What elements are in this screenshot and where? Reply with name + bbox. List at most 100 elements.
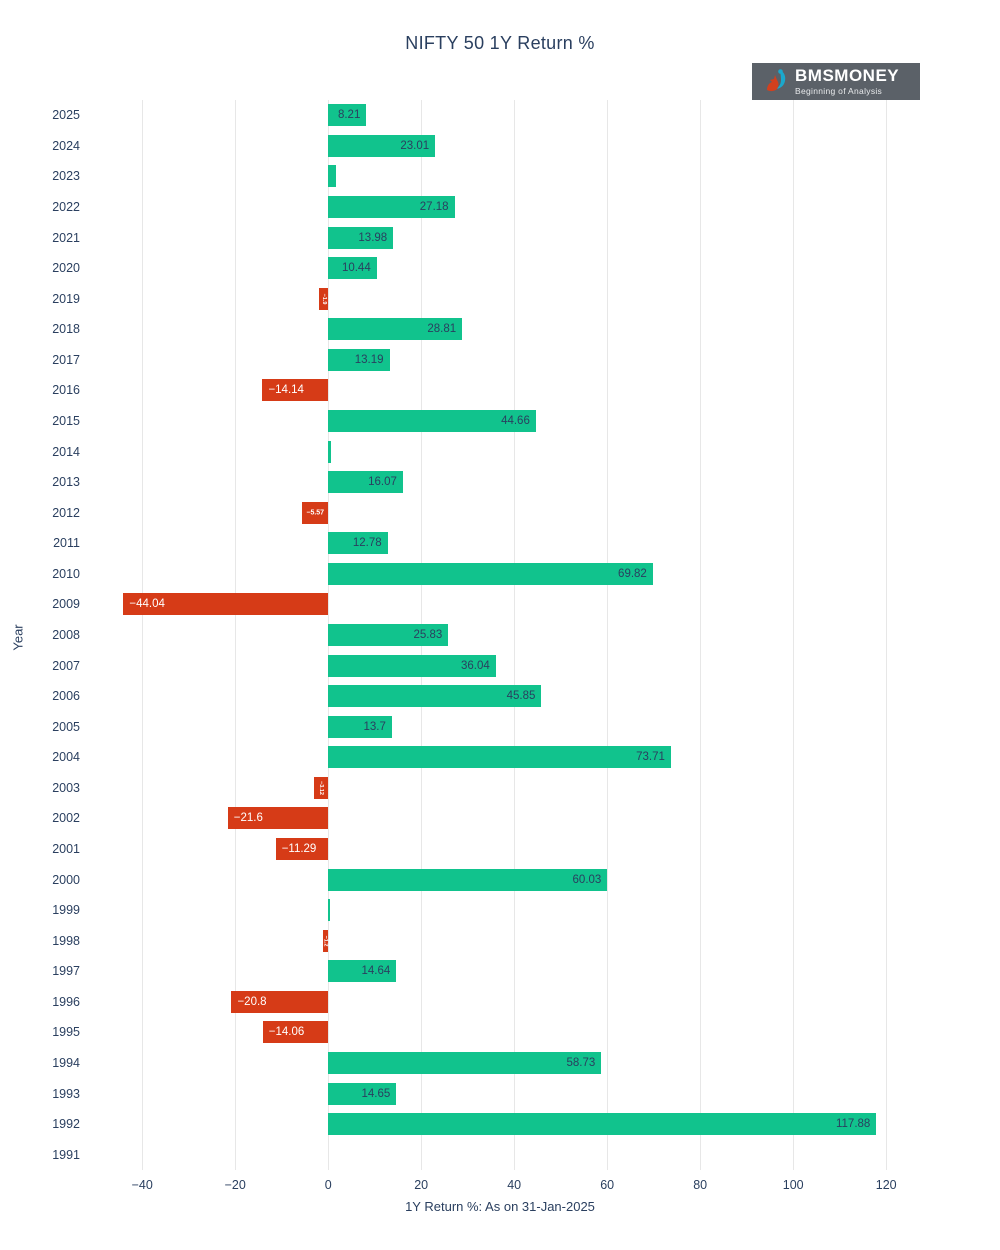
bar-1998[interactable]: −1.2 bbox=[322, 929, 328, 952]
bar-value-label-2005: 13.7 bbox=[363, 720, 386, 733]
chart-row-2020: 10.44 bbox=[85, 253, 935, 284]
chart-row-2017: 13.19 bbox=[85, 345, 935, 376]
ytick-1997: 1997 bbox=[52, 964, 80, 979]
ytick-2009: 2009 bbox=[52, 597, 80, 612]
xtick--40: −40 bbox=[131, 1178, 153, 1192]
chart-row-2008: 25.83 bbox=[85, 620, 935, 651]
xtick-0: 0 bbox=[324, 1178, 332, 1192]
chart-row-2003: −3.12 bbox=[85, 773, 935, 804]
xtick-100: 100 bbox=[782, 1178, 804, 1192]
ytick-2025: 2025 bbox=[52, 108, 80, 123]
ytick-2004: 2004 bbox=[52, 750, 80, 765]
chart-row-1995: −14.06 bbox=[85, 1017, 935, 1048]
bar-1994[interactable]: 58.73 bbox=[328, 1051, 602, 1074]
bar-1999[interactable] bbox=[328, 899, 330, 922]
ytick-2023: 2023 bbox=[52, 169, 80, 184]
ytick-2003: 2003 bbox=[52, 780, 80, 795]
ytick-1991: 1991 bbox=[52, 1147, 80, 1162]
bar-2009[interactable]: −44.04 bbox=[123, 593, 329, 616]
gridline-40 bbox=[514, 100, 516, 1170]
chart-row-2025: 8.21 bbox=[85, 100, 935, 131]
x-axis-title: 1Y Return %: As on 31-Jan-2025 bbox=[405, 1199, 595, 1214]
bar-value-label-2015: 44.66 bbox=[501, 414, 530, 427]
bar-value-label-2018: 28.81 bbox=[427, 323, 457, 336]
bar-value-label-2006: 45.85 bbox=[506, 690, 536, 703]
bar-value-label-2019: −1.9 bbox=[320, 293, 327, 305]
ytick-2008: 2008 bbox=[52, 628, 80, 642]
bar-2004[interactable]: 73.71 bbox=[328, 746, 671, 769]
gridline--20 bbox=[235, 100, 237, 1170]
ytick-2005: 2005 bbox=[52, 719, 80, 734]
xtick-20: 20 bbox=[414, 1178, 429, 1192]
bar-value-label-2021: 13.98 bbox=[358, 231, 388, 244]
bar-2019[interactable]: −1.9 bbox=[319, 287, 329, 310]
bar-2000[interactable]: 60.03 bbox=[328, 868, 608, 891]
bar-1992[interactable]: 117.88 bbox=[328, 1113, 877, 1136]
bar-1993[interactable]: 14.65 bbox=[328, 1082, 397, 1105]
bar-2017[interactable]: 13.19 bbox=[328, 348, 390, 371]
bar-1995[interactable]: −14.06 bbox=[262, 1021, 329, 1044]
bar-2007[interactable]: 36.04 bbox=[328, 654, 496, 677]
bar-2021[interactable]: 13.98 bbox=[328, 226, 394, 249]
xtick-60: 60 bbox=[600, 1178, 615, 1192]
chart-row-2001: −11.29 bbox=[85, 834, 935, 865]
bar-value-label-2020: 10.44 bbox=[341, 262, 371, 275]
chart-row-2016: −14.14 bbox=[85, 375, 935, 406]
bmsmoney-logo-icon bbox=[767, 68, 786, 91]
bar-value-label-2016: −14.14 bbox=[268, 384, 304, 397]
bar-value-label-2024: 23.01 bbox=[400, 139, 430, 152]
chart-row-1999 bbox=[85, 895, 935, 926]
bar-value-label-2025: 8.21 bbox=[337, 109, 361, 122]
plot-area: 8.21 23.01 27.18 13.98 10.44 −1.9 28.81 13.19 −1… bbox=[85, 100, 935, 1170]
ytick-1998: 1998 bbox=[52, 933, 80, 948]
bar-2022[interactable]: 27.18 bbox=[328, 195, 455, 218]
bar-2013[interactable]: 16.07 bbox=[328, 471, 403, 494]
bar-2018[interactable]: 28.81 bbox=[328, 318, 463, 341]
ytick-1994: 1994 bbox=[52, 1056, 80, 1070]
bar-2014[interactable] bbox=[328, 440, 331, 463]
bar-2020[interactable]: 10.44 bbox=[328, 257, 377, 280]
bar-2016[interactable]: −14.14 bbox=[262, 379, 329, 402]
ytick-1992: 1992 bbox=[52, 1117, 80, 1132]
chart-row-1997: 14.64 bbox=[85, 956, 935, 987]
chart-row-2022: 27.18 bbox=[85, 192, 935, 223]
bar-value-label-1994: 58.73 bbox=[566, 1056, 596, 1069]
chart-row-2012: −5.57 bbox=[85, 497, 935, 528]
bar-2012[interactable]: −5.57 bbox=[302, 501, 329, 524]
bar-2023[interactable] bbox=[328, 165, 337, 188]
chart-row-1998: −1.2 bbox=[85, 925, 935, 956]
chart-row-2015: 44.66 bbox=[85, 406, 935, 437]
bar-2005[interactable]: 13.7 bbox=[328, 715, 392, 738]
bar-2015[interactable]: 44.66 bbox=[328, 409, 536, 432]
bar-1996[interactable]: −20.8 bbox=[231, 990, 329, 1013]
gridline-60 bbox=[607, 100, 609, 1170]
chart-row-2005: 13.7 bbox=[85, 711, 935, 742]
bar-2008[interactable]: 25.83 bbox=[328, 623, 449, 646]
bar-2002[interactable]: −21.6 bbox=[227, 807, 329, 830]
bar-2010[interactable]: 69.82 bbox=[328, 562, 653, 585]
gridline-100 bbox=[793, 100, 795, 1170]
chart-row-2014 bbox=[85, 436, 935, 467]
gridline-80 bbox=[700, 100, 702, 1170]
ytick-2017: 2017 bbox=[52, 352, 80, 367]
chart-row-2023 bbox=[85, 161, 935, 192]
bar-value-label-2003: −3.12 bbox=[317, 780, 324, 795]
bar-2011[interactable]: 12.78 bbox=[328, 532, 388, 555]
chart-row-2013: 16.07 bbox=[85, 467, 935, 498]
bar-value-label-2017: 13.19 bbox=[354, 353, 384, 366]
bar-2025[interactable]: 8.21 bbox=[328, 104, 367, 127]
ytick-2016: 2016 bbox=[52, 383, 80, 398]
bar-2024[interactable]: 23.01 bbox=[328, 134, 436, 157]
bar-value-label-2022: 27.18 bbox=[419, 200, 449, 213]
bar-value-label-2010: 69.82 bbox=[618, 567, 647, 580]
chart-row-2000: 60.03 bbox=[85, 864, 935, 895]
bmsmoney-logo: BMSMONEY Beginning of Analysis bbox=[752, 63, 920, 100]
bar-2001[interactable]: −11.29 bbox=[275, 837, 329, 860]
chart-title: NIFTY 50 1Y Return % bbox=[405, 33, 595, 53]
bar-value-label-1997: 14.64 bbox=[361, 965, 391, 978]
y-axis-title: Year bbox=[10, 624, 26, 651]
bar-2006[interactable]: 45.85 bbox=[328, 685, 542, 708]
bar-1997[interactable]: 14.64 bbox=[328, 960, 397, 983]
ytick-2015: 2015 bbox=[52, 414, 80, 428]
bar-2003[interactable]: −3.12 bbox=[313, 776, 329, 799]
